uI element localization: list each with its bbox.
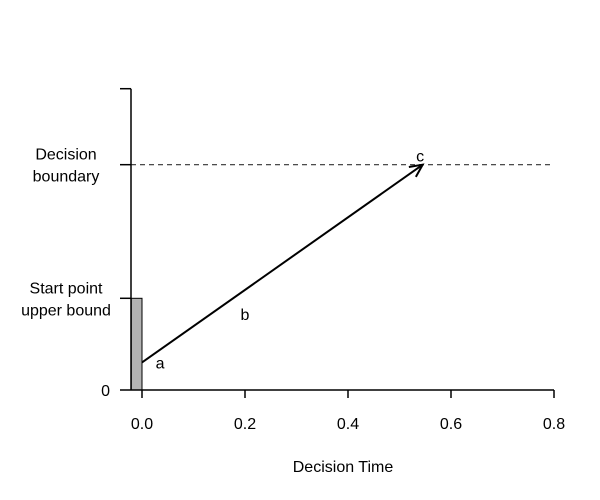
y-tick-label: boundary — [33, 169, 100, 186]
x-axis-label: Decision Time — [293, 459, 394, 476]
y-tick-label: Decision — [35, 147, 96, 164]
y-tick-label: upper bound — [21, 302, 111, 319]
x-tick-label: 0.4 — [337, 416, 359, 433]
x-tick-label: 0.8 — [543, 416, 565, 433]
x-tick-label: 0.0 — [131, 416, 153, 433]
x-tick-label: 0.6 — [440, 416, 462, 433]
y-axis-ticks — [120, 87, 131, 391]
accumulation-arrow-shaft — [141, 163, 424, 364]
annotation-c: c — [416, 149, 424, 166]
x-tick-label: 0.2 — [234, 416, 256, 433]
x-axis-tick-labels: 0.0 0.2 0.4 0.6 0.8 — [131, 416, 565, 433]
y-tick-label: 0 — [101, 383, 110, 400]
accumulation-arrow-head — [408, 163, 425, 178]
annotation-a: a — [156, 355, 165, 372]
annotation-labels: a b c — [156, 149, 425, 373]
y-tick-label: Start point — [30, 280, 103, 297]
x-axis-ticks — [141, 390, 555, 398]
annotation-b: b — [241, 307, 250, 324]
y-axis-tick-labels: 0 Start point upper bound Decision boundary — [21, 147, 111, 400]
start-point-bar — [130, 297, 143, 391]
